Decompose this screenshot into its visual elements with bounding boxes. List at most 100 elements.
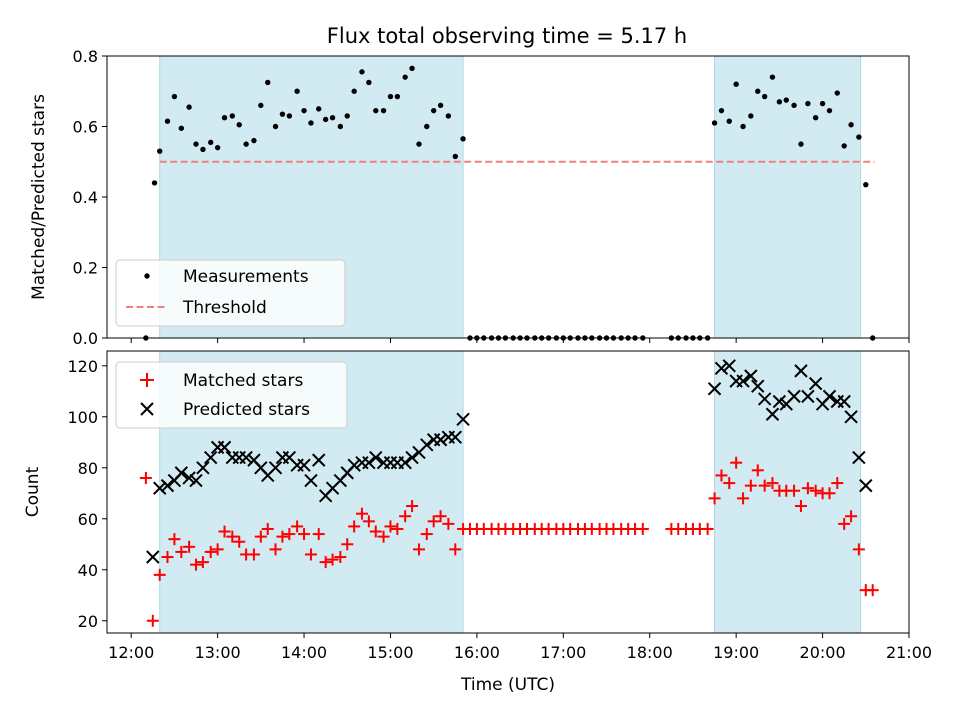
matched-star-point bbox=[766, 477, 779, 490]
measurement-point bbox=[251, 137, 257, 144]
measurement-point bbox=[208, 139, 214, 146]
matched-star-point bbox=[377, 530, 390, 543]
matched-star-point bbox=[369, 525, 382, 538]
measurement-point bbox=[316, 106, 322, 112]
predicted-star-point bbox=[751, 379, 765, 393]
measurement-point bbox=[452, 153, 458, 160]
matched-star-point bbox=[341, 538, 354, 551]
measurement-point bbox=[812, 114, 819, 121]
count-y-label: Count bbox=[23, 466, 43, 517]
measurement-point bbox=[424, 123, 430, 130]
matched-star-point bbox=[153, 568, 166, 581]
predicted-star-point bbox=[203, 450, 218, 465]
measurement-point bbox=[416, 141, 422, 147]
measurement-point bbox=[373, 107, 379, 114]
measurement-point bbox=[151, 180, 158, 186]
matched-star-point bbox=[715, 469, 728, 482]
predicted-star-point bbox=[772, 394, 787, 409]
legend-marker-measurements bbox=[144, 273, 150, 279]
matched-star-point bbox=[247, 548, 260, 561]
x-tick-label: 18:00 bbox=[627, 643, 673, 662]
predicted-star-point bbox=[146, 550, 160, 564]
measurement-point bbox=[848, 122, 854, 128]
legend-label-measurements: Measurements bbox=[183, 267, 309, 287]
measurement-point bbox=[834, 90, 840, 96]
measurement-point bbox=[761, 93, 768, 100]
y-tick-label: 20 bbox=[78, 612, 98, 631]
count-panel-frame bbox=[106, 350, 910, 634]
matched-star-point bbox=[427, 515, 440, 528]
measurement-point bbox=[171, 93, 178, 100]
ratio-y-label: Matched/Predicted stars bbox=[29, 94, 49, 300]
matched-star-point bbox=[175, 545, 188, 558]
measurement-point bbox=[236, 122, 242, 128]
matched-star-point bbox=[226, 530, 239, 543]
matched-star-point bbox=[831, 477, 844, 490]
measurement-point bbox=[301, 107, 307, 114]
predicted-star-point bbox=[398, 455, 412, 470]
y-tick-label: 120 bbox=[67, 357, 98, 376]
measurement-point bbox=[157, 148, 163, 154]
predicted-star-point bbox=[312, 453, 326, 467]
predicted-star-point bbox=[347, 458, 361, 472]
predicted-star-point bbox=[794, 364, 808, 378]
measurement-point bbox=[366, 79, 372, 86]
matched-star-point bbox=[730, 456, 743, 469]
matched-star-point bbox=[391, 522, 404, 535]
measurement-point bbox=[200, 146, 206, 153]
measurement-point bbox=[258, 102, 264, 109]
matched-star-point bbox=[291, 520, 304, 533]
matched-star-point bbox=[758, 479, 771, 492]
measurement-point bbox=[718, 107, 725, 114]
measurement-point bbox=[711, 120, 718, 126]
predicted-star-point bbox=[304, 473, 318, 488]
matched-star-point bbox=[823, 487, 836, 500]
measurement-point bbox=[337, 123, 344, 130]
measurement-point bbox=[229, 113, 236, 119]
predicted-star-point bbox=[268, 461, 283, 475]
predicted-star-point bbox=[217, 440, 232, 455]
y-tick-label: 80 bbox=[78, 459, 98, 478]
predicted-star-point bbox=[405, 450, 419, 465]
predicted-star-point bbox=[822, 389, 837, 404]
measurement-point bbox=[776, 99, 783, 105]
measurement-point bbox=[430, 107, 437, 114]
y-tick-label: 0.0 bbox=[73, 329, 98, 348]
matched-star-point bbox=[399, 510, 412, 523]
matched-star-point bbox=[845, 510, 858, 523]
y-tick-label: 0.8 bbox=[73, 47, 98, 66]
predicted-star-point bbox=[456, 412, 470, 427]
predicted-star-point bbox=[714, 361, 729, 376]
matched-star-point bbox=[298, 528, 311, 541]
matched-star-point bbox=[794, 500, 807, 513]
matched-star-point bbox=[355, 507, 368, 520]
y-tick-label: 0.4 bbox=[73, 188, 98, 207]
observing-window-1 bbox=[714, 351, 862, 633]
measurement-point bbox=[726, 118, 732, 124]
measurement-point bbox=[819, 100, 826, 107]
measurement-point bbox=[805, 100, 811, 107]
predicted-star-point bbox=[765, 407, 780, 421]
matched-star-point bbox=[420, 528, 433, 541]
measurement-point bbox=[272, 123, 279, 130]
measurement-point bbox=[329, 114, 336, 121]
measurement-point bbox=[243, 141, 249, 147]
x-axis-label: Time (UTC) bbox=[460, 675, 555, 695]
measurement-point bbox=[178, 125, 185, 131]
count-legend: Matched stars Predicted stars bbox=[115, 361, 348, 429]
matched-star-point bbox=[442, 517, 455, 530]
predicted-star-point bbox=[369, 450, 383, 465]
matched-star-point bbox=[254, 530, 267, 543]
x-tick-label: 19:00 bbox=[713, 643, 759, 662]
matched-star-point bbox=[838, 517, 851, 530]
matched-star-point bbox=[319, 556, 332, 569]
predicted-star-point bbox=[757, 392, 772, 406]
matched-star-point bbox=[196, 556, 209, 569]
measurement-point bbox=[394, 93, 401, 100]
measurement-point bbox=[186, 104, 192, 110]
matched-star-point bbox=[312, 528, 325, 541]
matched-star-point bbox=[744, 479, 757, 492]
predicted-star-point bbox=[433, 433, 448, 447]
matched-star-point bbox=[269, 543, 282, 556]
matched-star-point bbox=[788, 484, 801, 497]
